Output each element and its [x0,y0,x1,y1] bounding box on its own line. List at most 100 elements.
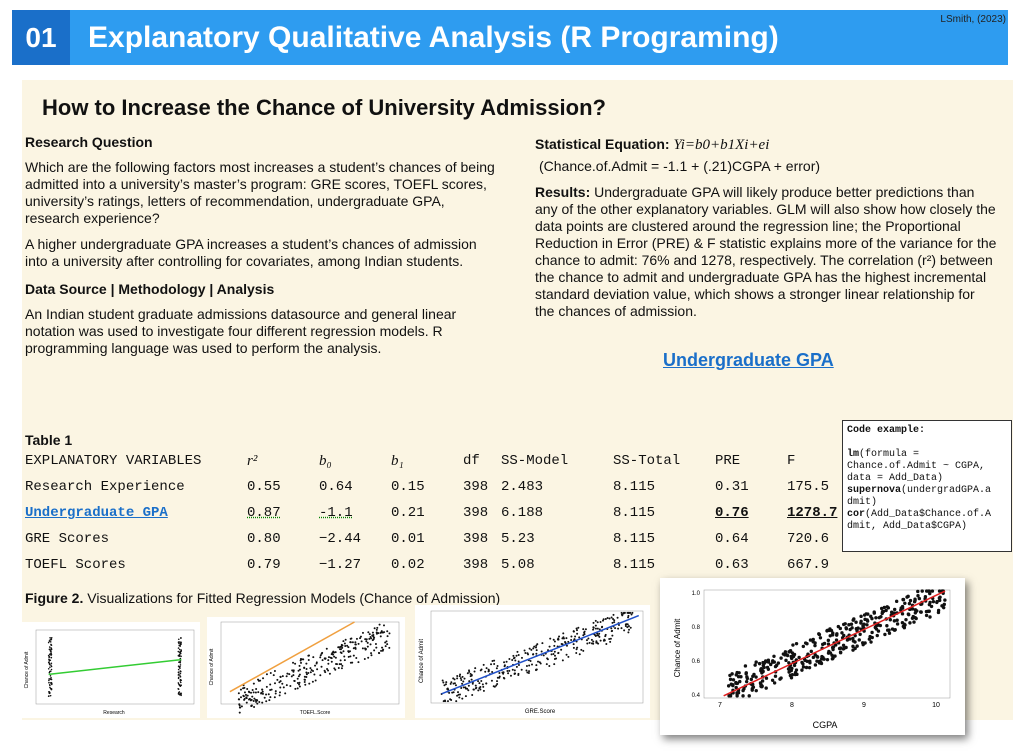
y-tick-label: 0.4 [692,693,701,699]
dot [246,687,249,690]
dot [831,633,835,637]
dot [608,638,611,641]
dot [296,677,299,680]
dot [542,654,545,657]
plot: GRE.Score Chance of Admit [415,605,650,718]
dot [575,648,578,651]
dot [555,657,558,660]
dot [813,663,818,667]
dot [759,667,763,671]
dot [577,626,580,629]
dot [626,626,629,629]
dot [309,667,312,670]
code-function: supernova [847,485,902,496]
dot [48,692,51,695]
dot [177,668,180,671]
header-cell: SS-Total [613,453,681,469]
dot [178,693,181,696]
dot [627,625,630,628]
dot [460,679,463,682]
dot [621,614,624,617]
dot [333,651,336,654]
dot [769,662,773,667]
x-tick-label: 10 [932,702,940,709]
results-label: Results: [535,184,591,200]
dot [575,629,578,632]
dot [237,698,240,701]
dot [885,624,889,628]
dot [468,669,471,672]
dot [369,643,372,646]
dot [255,699,258,702]
dot [303,680,306,683]
dot [297,669,300,672]
dot [564,641,567,644]
dot [340,667,343,670]
dot [892,619,897,623]
dot [469,675,472,678]
dot [341,644,344,647]
dot [361,647,364,650]
dot [586,642,589,645]
dot [386,635,389,638]
dot [574,635,577,638]
cell: −2.44 [319,531,362,547]
dot [47,661,50,664]
link[interactable]: Undergraduate GPA [663,350,834,370]
dot [539,662,542,665]
dot [359,635,362,638]
dot [381,649,384,652]
dot [503,665,506,668]
cell: 8.115 [613,479,656,495]
dot [610,616,613,619]
dot [599,639,602,642]
dot [520,668,523,671]
dot [48,640,51,642]
dot [256,702,259,705]
dot [471,694,474,697]
dot [367,656,370,659]
dot [745,676,750,681]
dot [540,650,543,653]
dot [261,692,264,695]
dot [273,670,276,673]
dot [562,632,565,635]
dot [462,686,465,689]
dot [532,653,535,656]
dot [613,621,616,624]
dot [376,632,379,635]
cell: 0.63 [715,557,749,573]
dot [452,677,455,680]
dot [784,658,788,663]
dot [765,665,770,670]
dot [311,680,314,683]
dot [319,674,322,677]
dot [299,668,302,671]
dot [376,626,379,629]
fit-line [723,590,946,697]
dot [274,692,277,695]
dot [874,627,879,631]
dot [177,674,180,676]
dot [178,642,180,645]
table-row: TOEFL Scores 0.79 −1.27 0.02 398 5.08 8.115 0.6… [25,552,847,578]
dot [517,672,520,675]
dot [263,696,266,699]
header-cell: df [463,453,480,469]
dot [525,669,528,672]
dot [817,661,822,665]
dot [305,671,308,674]
dot [943,598,947,602]
dot [937,596,942,600]
dot [265,693,268,696]
dot [294,687,297,690]
dot [466,687,469,690]
dot [445,681,448,684]
dot [815,654,819,659]
dot [284,692,287,695]
dot [496,676,499,679]
dot [314,664,317,667]
dot [180,692,183,695]
dot [330,660,333,663]
dot [344,638,347,641]
